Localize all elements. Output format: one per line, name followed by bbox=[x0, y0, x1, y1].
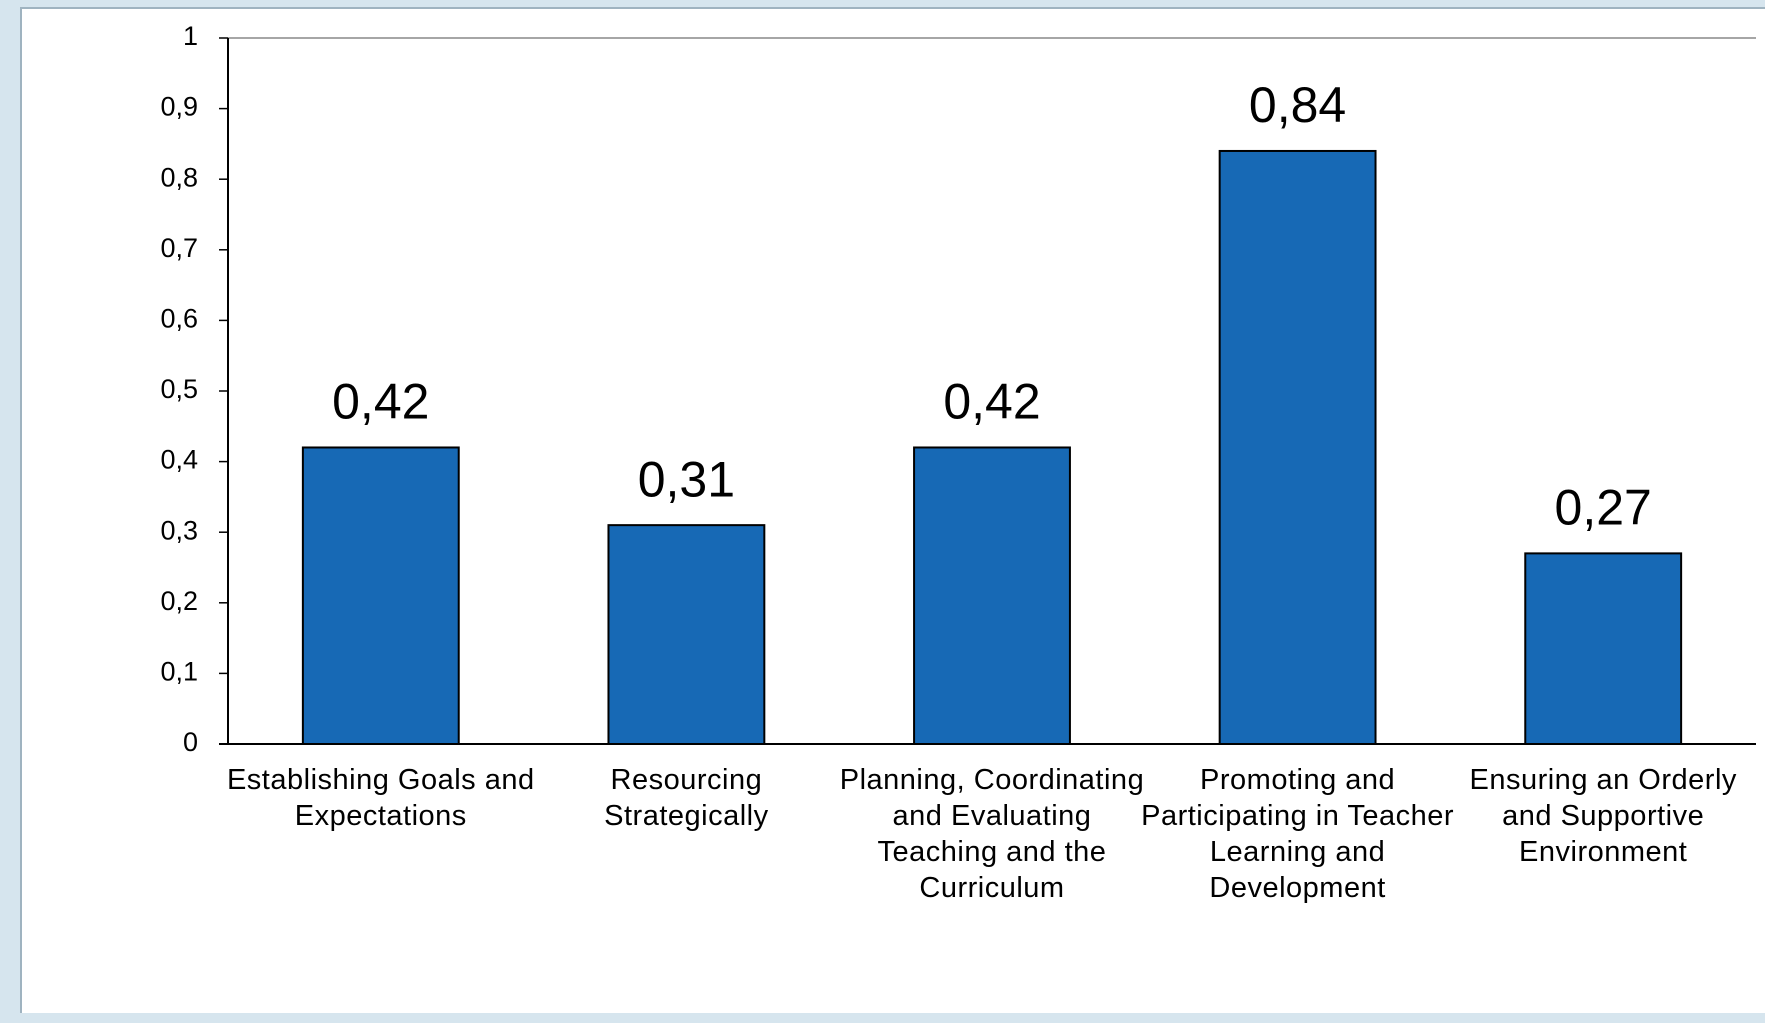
y-tick-label: 1 bbox=[183, 21, 198, 51]
value-label: 0,42 bbox=[332, 374, 429, 430]
value-label: 0,31 bbox=[638, 451, 735, 507]
value-label: 0,27 bbox=[1555, 480, 1652, 536]
y-tick-label: 0,3 bbox=[160, 515, 198, 545]
y-tick-label: 0,7 bbox=[160, 233, 198, 263]
y-tick-label: 0 bbox=[183, 727, 198, 757]
x-tick-label: Establishing Goals and Expectations bbox=[226, 764, 535, 832]
y-tick-label: 0,9 bbox=[160, 92, 198, 122]
bar bbox=[301, 446, 460, 745]
x-tick-label: Resourcing Strategically bbox=[604, 764, 769, 832]
value-label: 0,84 bbox=[1249, 77, 1346, 133]
x-tick-label: Planning, Coordinating and Evaluating Te… bbox=[839, 764, 1145, 904]
y-tick-label: 0,2 bbox=[160, 586, 198, 616]
x-tick-label: Promoting and Participating in Teacher L… bbox=[1141, 764, 1455, 904]
bar bbox=[1218, 149, 1377, 745]
y-tick-label: 0,5 bbox=[160, 374, 198, 404]
bar bbox=[607, 524, 766, 746]
x-tick-label: Ensuring an Orderly and Supportive Envir… bbox=[1469, 764, 1737, 868]
value-label: 0,42 bbox=[943, 374, 1040, 430]
y-tick-label: 0,8 bbox=[160, 162, 198, 192]
y-tick-label: 0,6 bbox=[160, 304, 198, 334]
bar bbox=[913, 446, 1071, 745]
y-tick-label: 0,1 bbox=[160, 657, 198, 687]
bar bbox=[1524, 552, 1683, 745]
y-tick-label: 0,4 bbox=[160, 445, 198, 475]
